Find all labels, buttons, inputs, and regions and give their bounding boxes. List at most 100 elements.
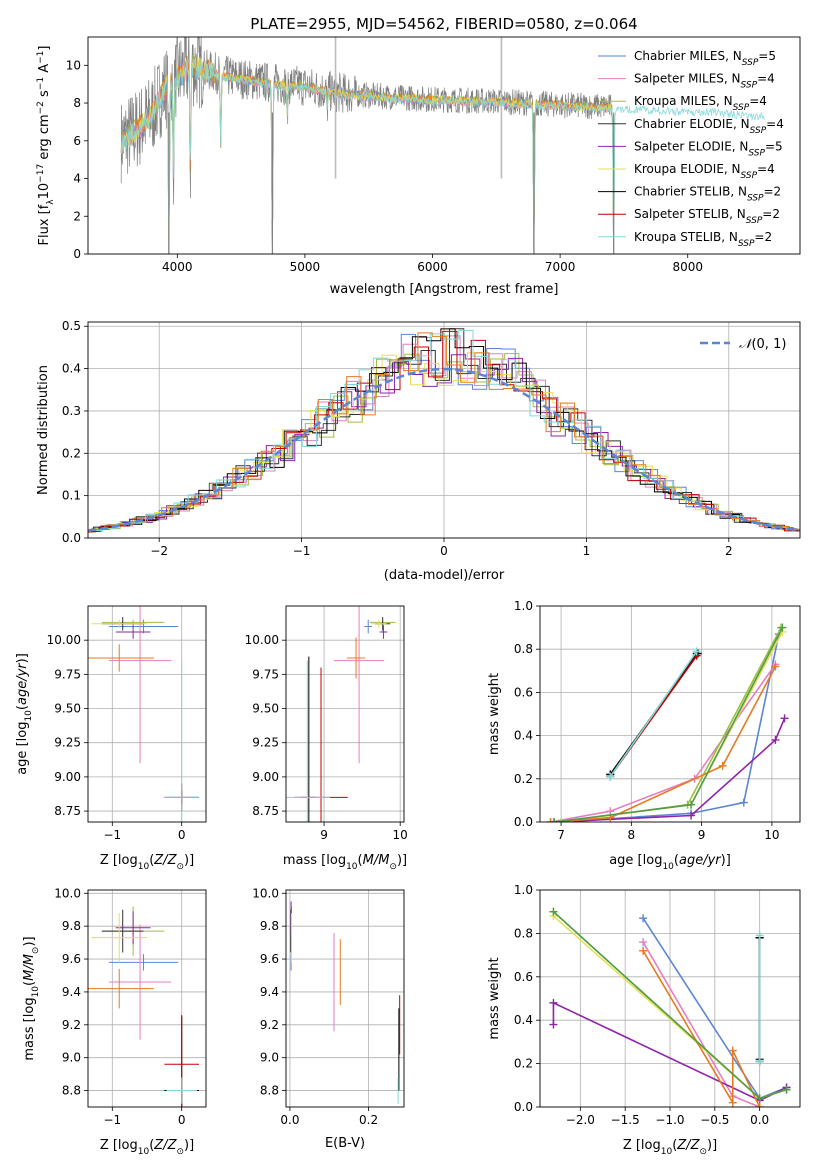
label-part: =2 (764, 185, 782, 199)
label-part: age/yr (15, 662, 30, 705)
x-tick-label: 1 (583, 544, 591, 558)
y-tick-label: 9.4 (62, 985, 81, 999)
x-tick-label: 4000 (162, 260, 193, 274)
x-tick-label: 10 (764, 828, 779, 842)
x-tick-label: −1.5 (611, 1113, 640, 1127)
y-tick-label: 9.25 (252, 736, 279, 750)
plot-area (120, 37, 765, 254)
label-part: λ (46, 199, 56, 205)
axes-frame (285, 605, 405, 823)
label-part: 10 (346, 862, 358, 872)
y-tick-label: 0.8 (514, 642, 533, 656)
y-tick-label: 1.0 (514, 599, 533, 613)
y-tick-label: 8.8 (62, 1084, 81, 1098)
x-axis-label: Z [log10(Z/Z⊙)] (623, 1138, 717, 1157)
label-part: Z [log (623, 1138, 661, 1153)
label-part: Z/Z (676, 1138, 700, 1153)
legend-entry: Kroupa ELODIE, NSSP=4 (634, 162, 775, 181)
y-tick-label: 0.6 (514, 685, 533, 699)
x-tick-label: −0.5 (700, 1113, 729, 1127)
label-part: ( (674, 853, 679, 868)
label-part: =5 (765, 139, 783, 153)
label-part: ⊙ (389, 862, 397, 872)
y-tick-label: 0.4 (62, 362, 81, 376)
label-part: =4 (757, 72, 775, 86)
x-tick-label: 0.2 (359, 1113, 378, 1127)
axes-frame (539, 605, 801, 823)
label-part: Z/Z (153, 1138, 177, 1153)
panel-residuals: −2 −1 0 1 2 0.0 0.1 0.2 0.3 0.4 0.5 𝒩(0, 1) (data-mo… (36, 319, 801, 583)
label-part: M/M (363, 853, 390, 868)
label-part: Chabrier STELIB, N (634, 185, 747, 199)
label-part: ⊙ (31, 947, 41, 955)
y-tick-label: 8.75 (252, 804, 279, 818)
label-part: mass weight (487, 957, 502, 1039)
y-tick-label: 9.4 (260, 985, 279, 999)
x-tick-label: 5000 (290, 260, 321, 274)
y-axis-label: mass [log10(M/M⊙)] (22, 936, 41, 1060)
y-axis-label: age [log10(age/yr)] (15, 653, 34, 775)
x-tick-label: 9 (320, 828, 328, 842)
label-part: Flux [f (37, 204, 52, 245)
label-part: )] (184, 1138, 194, 1153)
label-part: Kroupa ELODIE, N (634, 162, 741, 176)
label-part: 10 (37, 183, 52, 200)
y-tick-label: 0.2 (514, 1057, 533, 1071)
legend-entry: Chabrier STELIB, NSSP=2 (634, 185, 781, 204)
label-part: 10 (662, 862, 674, 872)
label-part: 10 (138, 1147, 150, 1157)
y-tick-label: 10 (66, 58, 81, 72)
label-part: )] (15, 653, 30, 663)
label-part: ( (15, 705, 30, 710)
plot-area (88, 322, 800, 538)
label-part: M/M (22, 954, 37, 981)
plot-area (88, 606, 206, 822)
label-part: Kroupa STELIB, N (634, 230, 738, 244)
label-part: ( (149, 1138, 154, 1153)
y-tick-label: 10.0 (54, 886, 81, 900)
x-tick-label: 0.0 (280, 1113, 299, 1127)
y-tick-label: 9.0 (62, 1051, 81, 1065)
x-axis-label: E(B-V) (325, 1136, 365, 1151)
y-tick-label: 9.8 (62, 919, 81, 933)
axes-frame (285, 889, 405, 1108)
weight-line (560, 627, 782, 822)
residual-histogram (88, 328, 800, 533)
y-tick-label: 0 (73, 247, 81, 261)
x-axis-label: age [log10(age/yr)] (609, 853, 731, 872)
x-tick-label: 0.0 (750, 1113, 769, 1127)
label-part: ( (358, 853, 363, 868)
plot-area (286, 606, 404, 822)
label-part: ( (22, 981, 37, 986)
axes-frame (87, 36, 801, 255)
y-tick-label: 10.00 (245, 633, 279, 647)
y-tick-label: 0.1 (62, 489, 81, 503)
weight-line (553, 627, 784, 822)
label-part: mass [log (22, 997, 37, 1060)
plot-area (540, 890, 800, 1107)
y-tick-label: 9.75 (252, 667, 279, 681)
label-part: =4 (757, 162, 775, 176)
y-axis-label: mass weight (487, 957, 502, 1039)
label-part: erg cm (37, 114, 52, 163)
label-part: ] (37, 46, 52, 51)
axes-frame (539, 889, 801, 1108)
x-tick-label: 7 (557, 828, 565, 842)
label-part: SSP (750, 126, 767, 136)
x-axis-label: mass [log10(M/M⊙)] (283, 853, 407, 872)
label-part: Kroupa MILES, N (634, 94, 733, 108)
y-tick-label: 9.75 (54, 667, 81, 681)
x-tick-label: 10 (393, 828, 408, 842)
x-axis-label: Z [log10(Z/Z⊙)] (100, 1138, 194, 1157)
y-axis-label: Normed distribution (36, 365, 51, 495)
axes-frame (87, 321, 801, 539)
weight-line (642, 950, 761, 1107)
panel-massweight-vs-Z: −2.0 −1.5 −1.0 −0.5 0.0 0.0 0.2 0.4 0.6 0.8 1.0 Z [… (487, 883, 801, 1157)
y-tick-label: 9.6 (62, 952, 81, 966)
y-tick-label: 9.00 (252, 770, 279, 784)
weight-line (560, 631, 784, 822)
x-tick-label: 0 (440, 544, 448, 558)
